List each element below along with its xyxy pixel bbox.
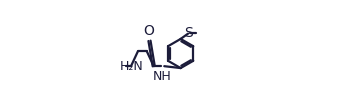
Text: S: S [184,26,193,40]
Text: O: O [143,24,154,38]
Text: H₂N: H₂N [120,60,144,73]
Text: NH: NH [152,70,171,83]
